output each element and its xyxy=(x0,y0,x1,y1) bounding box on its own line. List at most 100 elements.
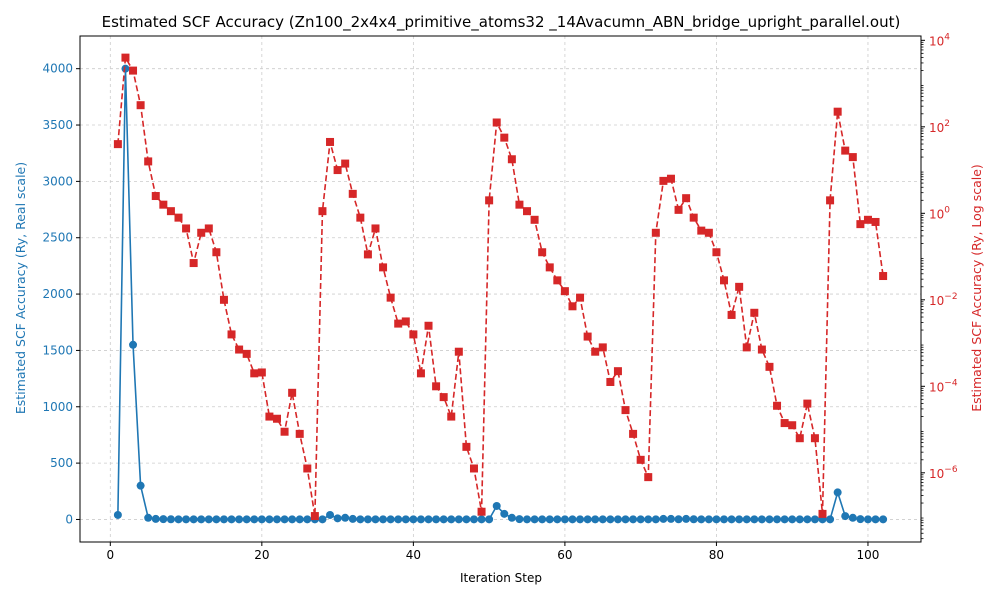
data-point-real xyxy=(492,501,501,510)
x-axis-label: Iteration Step xyxy=(460,571,542,585)
data-point-real xyxy=(386,515,395,524)
data-point-real xyxy=(288,515,297,524)
data-point-real xyxy=(113,510,122,519)
data-point-log xyxy=(219,295,228,304)
data-point-log xyxy=(803,399,812,408)
data-point-real xyxy=(689,515,698,524)
data-point-log xyxy=(523,207,532,216)
data-point-real xyxy=(235,515,244,524)
data-point-log xyxy=(121,53,130,62)
data-point-log xyxy=(735,282,744,291)
plot-frame xyxy=(79,35,922,543)
data-point-log xyxy=(583,332,592,341)
data-point-log xyxy=(826,196,835,205)
data-point-log xyxy=(310,512,319,521)
data-point-log xyxy=(553,276,562,285)
data-point-real xyxy=(197,515,206,524)
data-point-log xyxy=(613,367,622,376)
data-point-log xyxy=(757,345,766,354)
data-point-real xyxy=(424,515,433,524)
data-point-log xyxy=(454,347,463,356)
data-point-real xyxy=(576,515,585,524)
data-point-log xyxy=(204,224,213,233)
data-point-log xyxy=(318,207,327,216)
data-point-real xyxy=(182,515,191,524)
data-point-log xyxy=(644,473,653,482)
data-point-log xyxy=(689,213,698,222)
data-point-real xyxy=(242,515,251,524)
data-point-log xyxy=(379,263,388,272)
data-point-real xyxy=(401,515,410,524)
data-point-real xyxy=(454,515,463,524)
data-point-log xyxy=(166,207,175,216)
data-point-log xyxy=(765,362,774,371)
data-point-real xyxy=(863,515,872,524)
y-left-tick-label: 4000 xyxy=(42,62,73,76)
data-point-real xyxy=(704,515,713,524)
data-point-log xyxy=(773,401,782,410)
y-left-tick-label: 3000 xyxy=(42,174,73,188)
y-left-tick-label: 3500 xyxy=(42,118,73,132)
data-point-real xyxy=(568,515,577,524)
data-point-real xyxy=(416,515,425,524)
data-point-real xyxy=(644,515,653,524)
data-point-real xyxy=(833,488,842,497)
y-right-tick-label: 104 xyxy=(929,32,950,48)
data-point-real xyxy=(280,515,289,524)
y-left-tick-label: 1000 xyxy=(42,400,73,414)
y-right-tick-label: 10−6 xyxy=(929,465,958,481)
data-point-log xyxy=(333,166,342,175)
data-point-log xyxy=(795,434,804,443)
data-point-log xyxy=(144,157,153,166)
data-point-log xyxy=(424,321,433,330)
data-point-real xyxy=(773,515,782,524)
data-point-real xyxy=(636,515,645,524)
data-point-real xyxy=(560,515,569,524)
data-point-real xyxy=(439,515,448,524)
data-point-real xyxy=(757,515,766,524)
right-series xyxy=(113,53,888,521)
data-point-log xyxy=(750,308,759,317)
data-point-real xyxy=(583,515,592,524)
x-tick-label: 40 xyxy=(406,548,421,562)
data-point-log xyxy=(212,248,221,257)
data-point-log xyxy=(856,220,865,229)
data-point-log xyxy=(257,368,266,377)
data-point-real xyxy=(447,515,456,524)
data-point-log xyxy=(568,302,577,311)
data-point-log xyxy=(591,347,600,356)
data-point-log xyxy=(189,259,198,268)
data-point-log xyxy=(818,509,827,518)
y-right-tick-label: 10−2 xyxy=(929,292,958,308)
data-point-log xyxy=(348,189,357,198)
data-point-log xyxy=(250,369,259,378)
data-point-log xyxy=(197,228,206,237)
y-left-tick-label: 2500 xyxy=(42,231,73,245)
data-point-real xyxy=(129,340,138,349)
data-point-log xyxy=(606,377,615,386)
x-tick-label: 60 xyxy=(557,548,572,562)
data-point-log xyxy=(651,228,660,237)
data-point-log xyxy=(727,310,736,319)
data-point-log xyxy=(492,118,501,127)
x-axis: 0 20 40 60 80 100 xyxy=(106,542,879,562)
data-point-log xyxy=(833,107,842,116)
data-point-log xyxy=(182,224,191,233)
data-point-real xyxy=(697,515,706,524)
data-point-log xyxy=(416,369,425,378)
data-point-log xyxy=(682,194,691,203)
data-point-log xyxy=(129,66,138,75)
data-point-real xyxy=(227,515,236,524)
data-point-log xyxy=(704,228,713,237)
data-point-log xyxy=(576,293,585,302)
y-left-tick-label: 2000 xyxy=(42,287,73,301)
data-point-real xyxy=(651,515,660,524)
data-point-log xyxy=(500,133,509,142)
data-point-log xyxy=(326,137,335,146)
data-point-real xyxy=(871,515,880,524)
y-right-tick-label: 102 xyxy=(929,119,950,135)
data-point-log xyxy=(863,215,872,224)
data-point-log xyxy=(621,406,630,415)
data-point-log xyxy=(447,412,456,421)
data-point-real xyxy=(189,515,198,524)
